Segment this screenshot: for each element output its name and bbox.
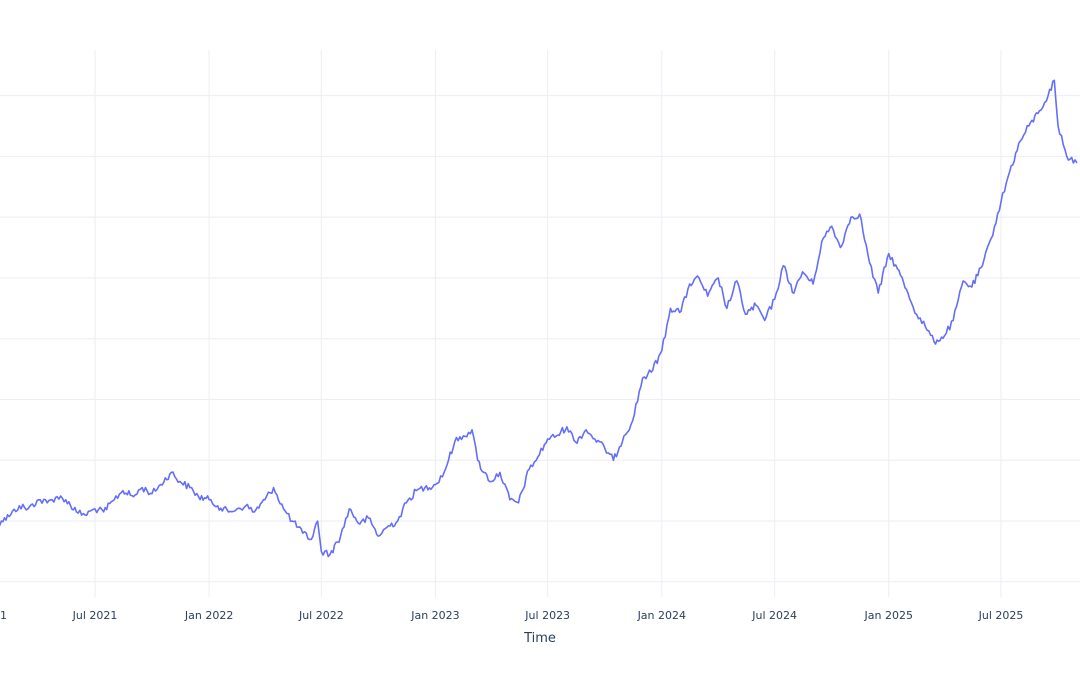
- series-group: [0, 79, 1078, 558]
- x-tick-label: Jul 2021: [72, 609, 118, 622]
- x-tick-label: Jul 2024: [751, 609, 797, 622]
- x-tick-label: Jan 2021: [0, 609, 7, 622]
- x-tick-label: Jan 2024: [637, 609, 686, 622]
- x-tick-label: Jan 2022: [184, 609, 233, 622]
- series-line: [0, 79, 1078, 558]
- x-axis-title: Time: [523, 631, 556, 646]
- y-gridlines: [0, 95, 1080, 583]
- x-gridlines: [94, 50, 1002, 597]
- x-tick-label: Jan 2023: [410, 609, 459, 622]
- x-tick-label: Jul 2023: [524, 609, 570, 622]
- x-tick-label: Jan 2025: [864, 609, 913, 622]
- x-tick-label: Jul 2022: [298, 609, 344, 622]
- x-tick-label: Jul 2025: [978, 609, 1024, 622]
- x-tick-labels: Jan 2021 Jul 2021 Jan 2022 Jul 2022 Jan 2023…: [0, 609, 1023, 622]
